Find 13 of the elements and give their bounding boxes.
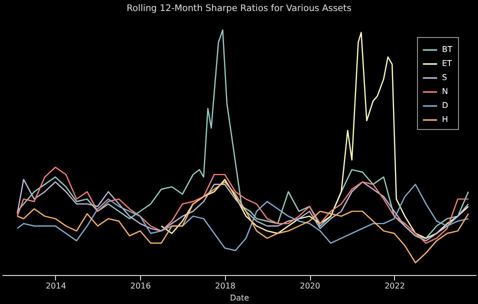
legend-label: H: [442, 115, 448, 124]
legend-label: S: [442, 73, 448, 82]
legend-label: N: [442, 87, 448, 96]
x-axis-title: Date: [230, 294, 250, 302]
chart-title: Rolling 12-Month Sharpe Ratios for Various Assets: [126, 4, 352, 14]
x-tick-label: 2014: [46, 282, 66, 290]
x-tick-label: 2016: [130, 282, 151, 290]
x-tick-label: 2020: [300, 282, 320, 290]
x-tick-label: 2022: [384, 282, 405, 290]
legend-label: ET: [442, 59, 452, 68]
legend-label: D: [442, 101, 448, 110]
legend-label: BT: [442, 45, 452, 54]
x-tick-label: 2018: [215, 282, 236, 290]
